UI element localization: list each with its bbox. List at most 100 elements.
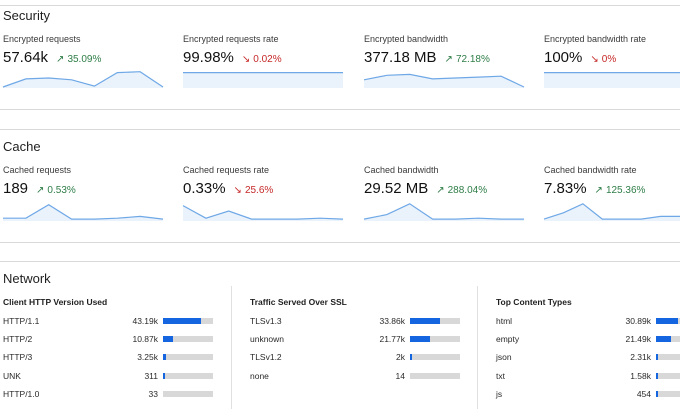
metric-encrypted-bandwidth-rate[interactable]: Encrypted bandwidth rate 100% ↘ 0%	[544, 34, 680, 88]
sparkline-chart	[363, 73, 525, 88]
row-value: 43.19k	[132, 316, 158, 326]
row-value: 2k	[396, 352, 405, 363]
sparkline-line	[363, 203, 524, 220]
trend-badge: ↗ 72.18%	[445, 54, 490, 65]
metric-cached-requests-rate[interactable]: Cached requests rate 0.33% ↘ 25.6%	[182, 165, 344, 221]
share-bar	[656, 372, 680, 379]
sparkline-line	[2, 71, 164, 88]
table-row[interactable]: js 454	[496, 389, 680, 401]
section-divider	[0, 109, 680, 110]
metric-encrypted-bandwidth[interactable]: Encrypted bandwidth 377.18 MB ↗ 72.18%	[363, 34, 525, 88]
sparkline-area	[183, 72, 343, 88]
table-row[interactable]: HTTP/1.1 43.19k	[3, 316, 213, 328]
table-row[interactable]: txt 1.58k	[496, 371, 680, 383]
table-header: Top Content Types	[496, 297, 572, 307]
table-row[interactable]: UNK 311	[3, 371, 213, 383]
share-bar-fill	[656, 372, 658, 379]
sparkline-chart	[3, 203, 164, 221]
metric-label: Encrypted bandwidth rate	[544, 34, 647, 44]
share-bar-fill	[410, 336, 430, 343]
trend-value: 0%	[601, 54, 617, 65]
trend-badge: ↗ 288.04%	[436, 185, 487, 196]
metric-cached-requests[interactable]: Cached requests 189 ↗ 0.53%	[3, 165, 164, 221]
network-section-title: Network	[3, 271, 51, 286]
share-bar	[410, 336, 460, 343]
share-bar	[163, 372, 213, 379]
sparkline-chart	[543, 203, 680, 221]
row-label: HTTP/3	[3, 352, 33, 363]
table-row[interactable]: HTTP/2 10.87k	[3, 334, 213, 346]
sparkline-line	[3, 203, 164, 220]
arrow-up-right-icon: ↗	[444, 54, 453, 65]
share-bar-fill	[410, 318, 440, 324]
row-value: 21.77k	[379, 334, 405, 345]
trend-value: 288.04%	[447, 185, 488, 196]
share-bar	[163, 354, 213, 361]
row-value: 14	[395, 370, 405, 381]
metric-label: Encrypted requests rate	[183, 34, 279, 44]
row-value: 30.89k	[625, 316, 651, 326]
table-row[interactable]: TLSv1.3 33.86k	[250, 316, 460, 328]
share-bar-fill	[410, 354, 412, 361]
content-types-table: Top Content Types html 30.89k empty 21.49k j…	[496, 297, 680, 399]
row-label: none	[250, 370, 269, 381]
row-label: HTTP/1.0	[3, 388, 40, 399]
share-bar	[163, 336, 213, 343]
trend-value: 0.53%	[47, 185, 76, 196]
trend-badge: ↘ 25.6%	[234, 185, 274, 196]
row-label: HTTP/2	[3, 334, 33, 345]
row-label: txt	[496, 370, 505, 381]
table-row[interactable]: json 2.31k	[496, 352, 680, 364]
column-divider	[231, 286, 232, 409]
row-value: 10.87k	[132, 334, 158, 345]
share-bar	[163, 318, 213, 324]
http-version-table: Client HTTP Version Used HTTP/1.1 43.19k H…	[3, 297, 213, 399]
metric-cached-bandwidth[interactable]: Cached bandwidth 29.52 MB ↗ 288.04%	[363, 165, 524, 221]
share-bar	[656, 390, 680, 397]
row-label: js	[496, 388, 503, 399]
metric-value: 57.64k	[3, 49, 49, 66]
arrow-up-right-icon: ↗	[436, 185, 445, 196]
row-label: unknown	[250, 334, 285, 345]
table-row[interactable]: HTTP/3 3.25k	[3, 352, 213, 364]
section-divider	[0, 261, 680, 262]
metric-label: Encrypted requests	[3, 34, 81, 44]
share-bar-fill	[163, 372, 165, 379]
table-row[interactable]: empty 21.49k	[496, 334, 680, 346]
ssl-traffic-table: Traffic Served Over SSL TLSv1.3 33.86k unk…	[250, 297, 460, 381]
sparkline-chart	[2, 71, 164, 88]
row-value: 1.58k	[630, 370, 651, 381]
table-row[interactable]: unknown 21.77k	[250, 334, 460, 346]
share-bar	[410, 372, 460, 379]
table-row[interactable]: HTTP/1.0 33	[3, 389, 213, 401]
arrow-down-right-icon: ↘	[590, 54, 599, 65]
share-bar	[410, 318, 460, 324]
row-label: HTTP/1.1	[3, 316, 40, 326]
metric-label: Cached requests	[3, 165, 72, 175]
sparkline-area	[3, 204, 163, 221]
trend-value: 25.6%	[244, 185, 274, 196]
sparkline-area	[544, 72, 680, 88]
table-row[interactable]: none 14	[250, 371, 460, 383]
arrow-up-right-icon: ↗	[594, 185, 603, 196]
metric-encrypted-requests[interactable]: Encrypted requests 57.64k ↗ 35.09%	[2, 34, 164, 88]
arrow-up-right-icon: ↗	[36, 185, 45, 196]
sparkline-chart	[544, 72, 680, 88]
trend-value: 35.09%	[67, 54, 102, 65]
table-row[interactable]: html 30.89k	[496, 316, 680, 328]
metric-cached-bandwidth-rate[interactable]: Cached bandwidth rate 7.83% ↗ 125.36%	[543, 165, 680, 221]
table-row[interactable]: TLSv1.2 2k	[250, 352, 460, 364]
table-header: Client HTTP Version Used	[3, 297, 108, 307]
metric-value: 0.33%	[183, 180, 226, 197]
row-value: 33	[148, 388, 158, 399]
row-label: UNK	[3, 370, 21, 381]
row-value: 3.25k	[137, 352, 158, 363]
security-section-title: Security	[3, 8, 50, 23]
row-value: 311	[144, 370, 158, 381]
share-bar	[410, 354, 460, 361]
row-value: 33.86k	[379, 316, 405, 326]
share-bar-fill	[656, 336, 672, 343]
row-label: TLSv1.2	[250, 352, 282, 363]
metric-encrypted-requests-rate[interactable]: Encrypted requests rate 99.98% ↘ 0.02%	[183, 34, 343, 88]
metric-value: 189	[3, 180, 29, 197]
